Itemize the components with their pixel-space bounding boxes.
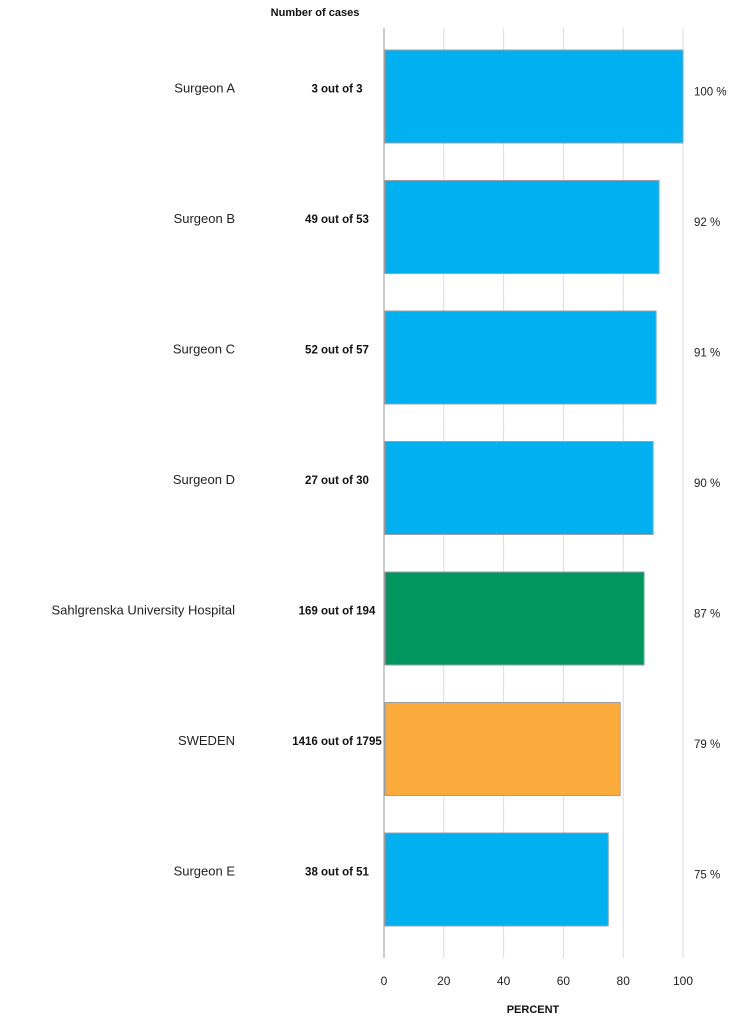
value-label: 90 % xyxy=(694,478,720,490)
case-count-label: 27 out of 30 xyxy=(305,475,369,487)
bar xyxy=(384,702,621,796)
bar xyxy=(384,49,684,144)
value-label: 79 % xyxy=(694,739,720,751)
category-label: SWEDEN xyxy=(178,733,235,748)
count-column-header: Number of cases xyxy=(271,7,360,19)
x-tick-label: 80 xyxy=(617,974,631,988)
bar xyxy=(384,310,657,405)
labels: Surgeon A 3 out of 3 100 % Surgeon B 49 out … xyxy=(51,81,726,882)
bar xyxy=(384,441,654,535)
value-label: 75 % xyxy=(694,870,720,882)
x-axis-title: PERCENT xyxy=(507,1004,560,1016)
x-tick-label: 0 xyxy=(381,974,388,988)
case-count-label: 49 out of 53 xyxy=(305,214,369,226)
category-label: Sahlgrenska University Hospital xyxy=(51,603,235,618)
x-tick-label: 20 xyxy=(437,974,451,988)
case-count-label: 169 out of 194 xyxy=(299,606,376,618)
x-tick-label: 60 xyxy=(557,974,571,988)
bar xyxy=(384,571,645,666)
category-label: Surgeon E xyxy=(174,864,236,879)
value-label: 87 % xyxy=(694,609,720,621)
value-label: 92 % xyxy=(694,217,720,229)
value-label: 100 % xyxy=(694,87,727,99)
category-label: Surgeon B xyxy=(174,211,235,226)
bar xyxy=(384,832,609,927)
x-axis-ticks: 0 20 40 60 80 100 xyxy=(381,974,694,988)
x-tick-label: 40 xyxy=(497,974,511,988)
x-tick-label: 100 xyxy=(673,974,693,988)
case-count-label: 38 out of 51 xyxy=(305,867,370,879)
bars xyxy=(384,49,684,927)
value-label: 91 % xyxy=(694,348,720,360)
case-count-label: 1416 out of 1795 xyxy=(292,736,382,748)
category-label: Surgeon A xyxy=(174,81,235,96)
case-count-label: 3 out of 3 xyxy=(311,84,362,96)
category-label: Surgeon D xyxy=(173,472,235,487)
case-count-label: 52 out of 57 xyxy=(305,345,369,357)
category-label: Surgeon C xyxy=(173,342,235,357)
bar xyxy=(384,180,660,274)
